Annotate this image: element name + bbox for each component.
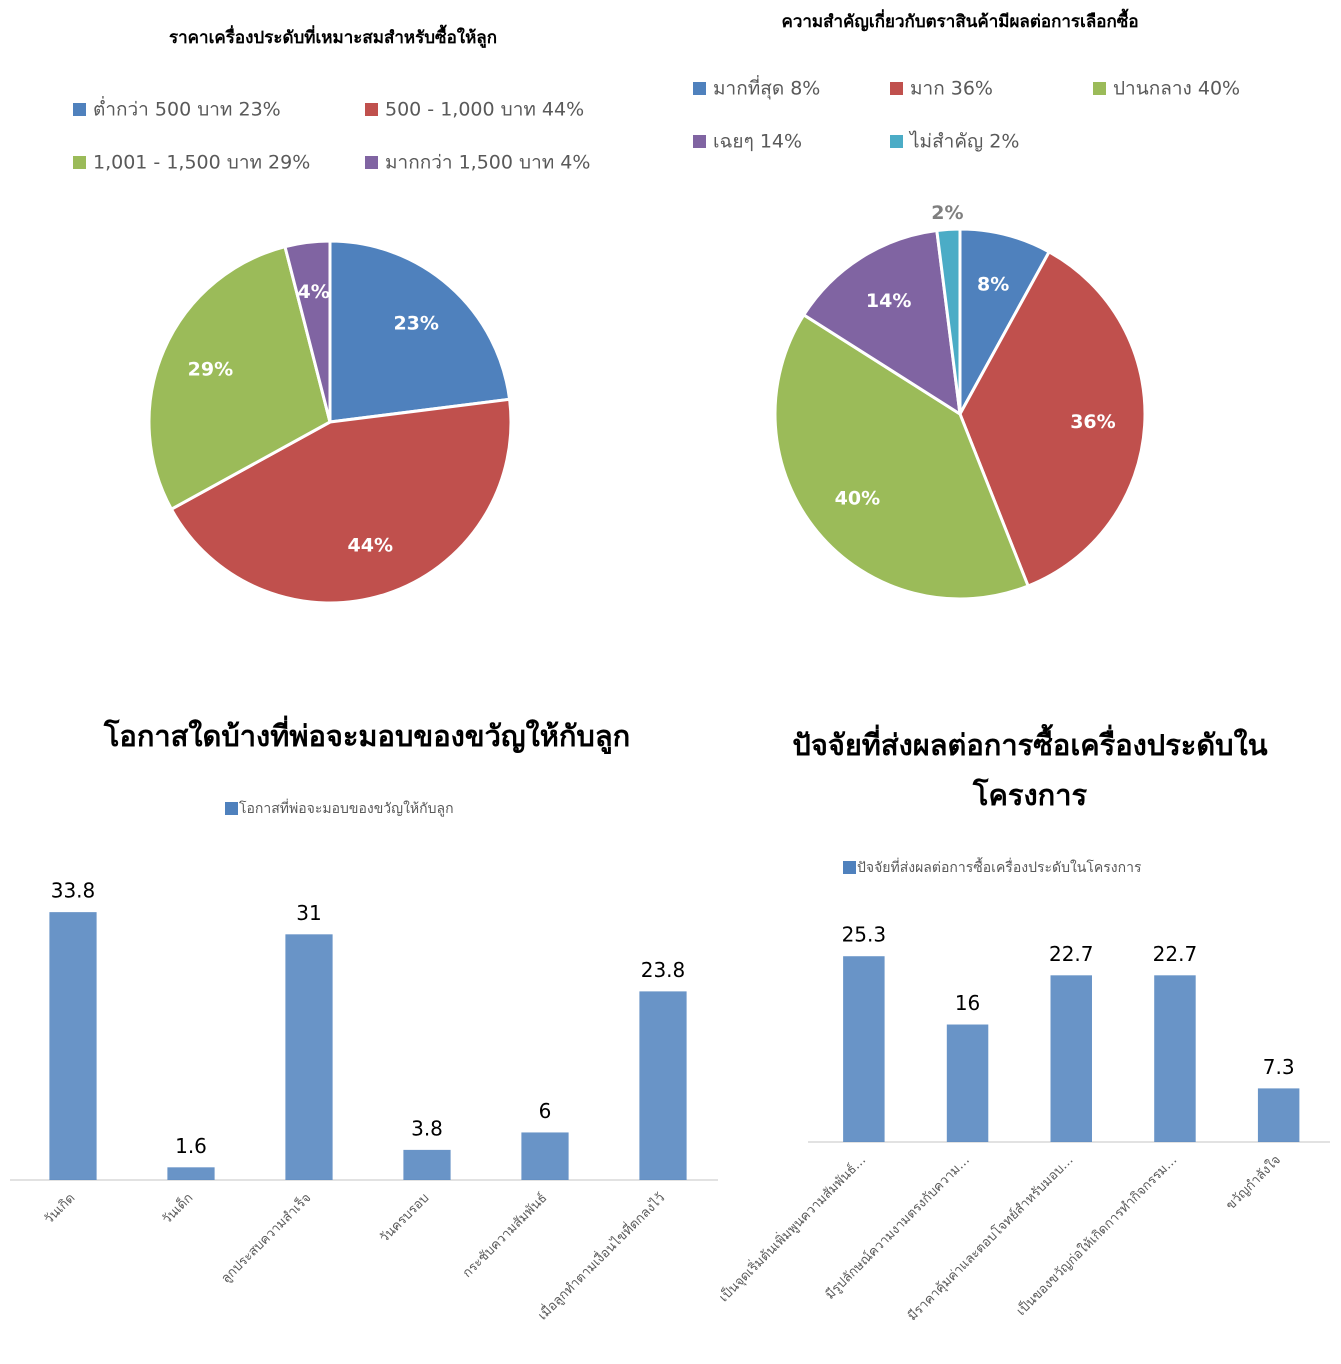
legend-label: 500 - 1,000 บาท 44% xyxy=(385,99,584,121)
legend-label: มากกว่า 1,500 บาท 4% xyxy=(385,152,590,174)
data-label: 14% xyxy=(866,290,911,312)
chart-title: โอกาสใดบ้างที่พ่อจะมอบของขวัญให้กับลูก xyxy=(103,715,630,754)
legend-swatch xyxy=(225,802,238,815)
bar xyxy=(639,991,686,1180)
x-tick-label: เมื่อลูกทำตามเงื่อนไขที่ตกลงไว้ xyxy=(534,1189,668,1323)
legend-label: มาก 36% xyxy=(910,78,993,100)
chart-title: ราคาเครื่องประดับที่เหมาะสมสำหรับซื้อให้… xyxy=(169,24,497,49)
x-tick-label: วันเด็ก xyxy=(157,1189,196,1228)
page: ราคาเครื่องประดับที่เหมาะสมสำหรับซื้อให้… xyxy=(0,0,1341,1364)
data-label: 22.7 xyxy=(1049,942,1094,966)
x-tick-label: วันครบรอบ xyxy=(377,1191,432,1246)
data-label: 40% xyxy=(835,487,880,509)
legend-label: มากที่สุด 8% xyxy=(713,75,820,101)
data-label: 1.6 xyxy=(175,1134,207,1158)
legend-swatch xyxy=(73,103,86,116)
bar xyxy=(403,1150,450,1180)
chart-title: ความสำคัญเกี่ยวกับตราสินค้ามีผลต่อการเลื… xyxy=(781,8,1138,32)
data-label: 44% xyxy=(348,534,393,556)
legend-swatch xyxy=(1093,82,1106,95)
data-label: 6 xyxy=(539,1099,552,1123)
data-label: 7.3 xyxy=(1263,1055,1295,1079)
legend-swatch xyxy=(365,156,378,169)
data-label: 4% xyxy=(298,281,330,303)
data-label: 22.7 xyxy=(1153,942,1198,966)
x-tick-label: กระชับความสัมพันธ์ xyxy=(459,1190,550,1281)
legend-swatch xyxy=(693,82,706,95)
legend-label: ไม่สำคัญ 2% xyxy=(908,131,1019,153)
legend-label: โอกาสที่พ่อจะมอบของขวัญให้กับลูก xyxy=(239,799,454,817)
legend-label: ต่ำกว่า 500 บาท 23% xyxy=(93,96,281,121)
legend-label: ปัจจัยที่ส่งผลต่อการซื้อเครื่องประดับในโ… xyxy=(857,857,1142,876)
data-label: 25.3 xyxy=(842,923,887,947)
data-label: 8% xyxy=(977,273,1009,295)
bar xyxy=(167,1167,214,1180)
legend-swatch xyxy=(73,156,86,169)
bar xyxy=(285,934,332,1180)
bar xyxy=(1258,1088,1299,1142)
x-tick-label: ลูกประสบความสำเร็จ xyxy=(216,1189,314,1287)
legend-swatch xyxy=(843,861,856,874)
bar xyxy=(1051,975,1092,1142)
legend-label: ปานกลาง 40% xyxy=(1113,78,1240,100)
x-tick-label: ขวัญกำลังใจ xyxy=(1223,1152,1284,1213)
charts: ราคาเครื่องประดับที่เหมาะสมสำหรับซื้อให้… xyxy=(0,0,1341,1364)
legend-label: 1,001 - 1,500 บาท 29% xyxy=(93,152,310,174)
data-label: 33.8 xyxy=(51,879,96,903)
data-label: 2% xyxy=(931,202,963,224)
legend-swatch xyxy=(693,135,706,148)
x-tick-label: วันเกิด xyxy=(42,1191,79,1228)
data-label: 29% xyxy=(188,359,233,381)
data-label: 31 xyxy=(296,901,321,925)
bar xyxy=(521,1132,568,1180)
bar xyxy=(1154,975,1195,1142)
bar xyxy=(947,1025,988,1142)
legend-label: เฉยๆ 14% xyxy=(713,131,802,153)
data-label: 16 xyxy=(955,991,980,1015)
data-label: 23% xyxy=(393,313,438,335)
legend-swatch xyxy=(365,103,378,116)
legend-swatch xyxy=(890,135,903,148)
data-label: 3.8 xyxy=(411,1116,443,1140)
bar xyxy=(843,956,884,1142)
bar xyxy=(49,912,96,1180)
x-tick-label: มีราคาคุ้มค่าและตอบโจทย์สำหรับมอบ… xyxy=(904,1152,1076,1324)
data-label: 23.8 xyxy=(641,958,686,982)
legend-swatch xyxy=(890,82,903,95)
data-label: 36% xyxy=(1070,411,1115,433)
x-tick-label: เป็นของขวัญก่อให้เกิดการทำกิจกรรม… xyxy=(1012,1151,1180,1319)
chart-title: ปัจจัยที่ส่งผลต่อการซื้อเครื่องประดับในโ… xyxy=(770,720,1290,820)
